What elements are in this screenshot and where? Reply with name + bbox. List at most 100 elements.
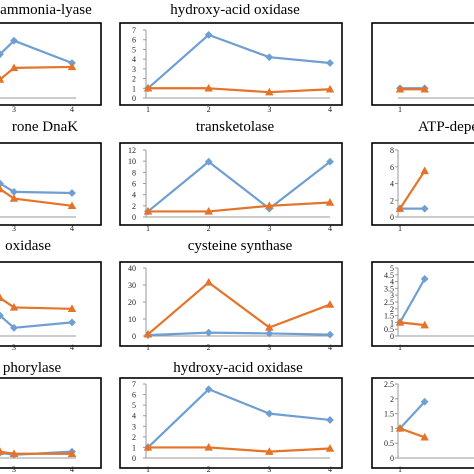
y-tick-label: 8 — [390, 146, 394, 155]
series-line-blue — [399, 278, 426, 323]
panel-frame — [0, 377, 102, 469]
y-tick-label: 3 — [390, 291, 394, 300]
x-tick-label: 1 — [146, 224, 150, 233]
data-point-orange — [420, 84, 429, 93]
panel-frame — [119, 142, 343, 226]
y-tick-label: 0 — [132, 94, 136, 103]
series-line-blue — [0, 39, 73, 65]
x-tick-label: 2 — [207, 105, 211, 114]
y-tick-label: 2 — [132, 433, 136, 442]
data-point-orange — [204, 278, 213, 286]
data-point-orange — [265, 87, 274, 96]
data-point-blue — [326, 157, 334, 166]
y-tick-label: 0 — [132, 213, 136, 222]
data-point-orange — [395, 423, 405, 432]
series-line-orange — [0, 297, 73, 310]
y-tick-label: 4 — [132, 55, 136, 64]
y-tick-label: 4 — [390, 278, 394, 287]
x-tick-label: 3 — [12, 105, 16, 114]
series-line-orange — [399, 170, 426, 210]
y-tick-label: 40 — [128, 264, 136, 273]
y-tick-label: 0 — [390, 332, 394, 341]
chart-panel-r3c0: phorylase 3 4 — [0, 360, 102, 474]
y-tick-label: 0.5 — [384, 439, 394, 448]
data-point-blue — [420, 274, 429, 283]
chart-panel-r3c2: 0 0.5 1 1.5 2 2.5 1 — [371, 377, 474, 474]
panel-frame — [371, 261, 474, 347]
panel-title: rone DnaK — [12, 119, 78, 135]
y-tick-label: 3 — [132, 422, 136, 431]
y-tick-label: 0 — [390, 454, 394, 463]
data-point-blue — [420, 397, 429, 406]
y-tick-label: 7 — [132, 26, 136, 35]
y-tick-label: 0 — [132, 454, 136, 463]
panel-frame — [0, 261, 102, 347]
y-tick-label: 4 — [132, 191, 136, 200]
data-point-blue — [204, 157, 213, 166]
data-point-orange — [67, 62, 77, 71]
panel-title: hydroxy-acid oxidase — [173, 360, 303, 376]
data-point-orange — [0, 293, 5, 302]
data-point-orange — [325, 84, 335, 93]
panel-frame — [119, 22, 343, 106]
x-tick-label: 4 — [328, 105, 332, 114]
y-tick-label: 6 — [132, 36, 136, 45]
x-tick-label: 3 — [267, 224, 271, 233]
data-point-blue — [420, 204, 429, 213]
y-tick-label: 20 — [128, 298, 136, 307]
data-point-orange — [9, 194, 19, 202]
y-tick-label: 0 — [132, 332, 136, 341]
y-tick-label: 4 — [390, 180, 394, 189]
data-point-orange — [325, 444, 335, 452]
chart-panel-r2c2: 00.511.522.533.544.551 — [371, 261, 474, 352]
y-tick-label: 5 — [132, 401, 136, 410]
y-tick-label: 6 — [132, 391, 136, 400]
data-point-blue — [204, 30, 213, 39]
x-tick-label: 1 — [146, 343, 150, 352]
x-tick-label: 3 — [12, 465, 16, 474]
data-point-orange — [0, 447, 5, 455]
chart-panel-r0c0: ammonia-lyase 3 4 — [0, 2, 102, 114]
y-tick-label: 1 — [390, 318, 394, 327]
x-tick-label: 2 — [207, 224, 211, 233]
x-tick-label: 4 — [328, 224, 332, 233]
y-tick-label: 1.5 — [384, 410, 394, 419]
series-line-blue — [147, 331, 331, 337]
data-point-blue — [0, 311, 4, 320]
data-point-blue — [265, 329, 274, 338]
series-line-orange — [148, 87, 331, 94]
y-tick-label: 5 — [132, 45, 136, 54]
x-tick-label: 1 — [398, 465, 402, 474]
data-point-blue — [10, 36, 18, 45]
chart-panel-r2c1: cysteine synthase 0 10 20 30 40 1 2 3 4 — [119, 238, 343, 352]
data-point-blue — [265, 409, 274, 418]
y-tick-label: 10 — [128, 157, 136, 166]
data-point-orange — [9, 63, 19, 72]
panel-frame — [119, 261, 343, 347]
data-point-orange — [0, 75, 5, 83]
chart-panel-r1c2: ATP-depe 0 2 4 6 8 1 — [371, 119, 474, 233]
data-point-orange — [420, 320, 429, 329]
y-tick-label: 2 — [390, 395, 394, 404]
data-point-orange — [325, 300, 335, 308]
data-point-blue — [68, 189, 76, 197]
panel-title: ATP-depe — [418, 119, 474, 135]
y-tick-label: 2 — [390, 305, 394, 314]
data-point-blue — [10, 323, 18, 332]
y-tick-label: 2 — [132, 202, 136, 211]
y-tick-label: 30 — [128, 281, 136, 290]
data-point-blue — [204, 385, 213, 394]
data-point-orange — [204, 206, 213, 215]
series-line-blue — [147, 388, 331, 449]
y-tick-label: 5 — [390, 264, 394, 273]
data-point-orange — [265, 447, 274, 455]
panel-frame — [0, 22, 102, 106]
data-point-orange — [420, 432, 429, 441]
data-point-orange — [395, 204, 405, 212]
x-tick-label: 4 — [70, 224, 74, 233]
chart-panel-r2c0: oxidase 3 4 — [0, 238, 102, 352]
y-tick-label: 2 — [132, 75, 136, 84]
series-line-blue — [147, 33, 331, 90]
